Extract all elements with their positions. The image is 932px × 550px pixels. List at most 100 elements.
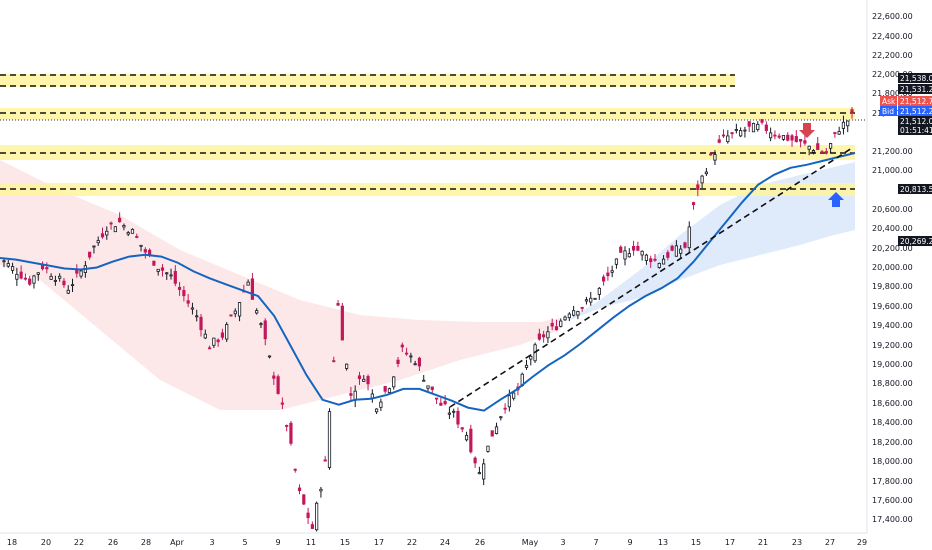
candle-body	[709, 153, 713, 156]
time-tick-label: 20	[41, 538, 51, 547]
time-tick-label: Apr	[170, 538, 185, 547]
candle-body	[760, 119, 764, 123]
candle-body	[250, 278, 255, 300]
last-price-tag-box	[898, 116, 932, 126]
candle-body	[327, 411, 332, 469]
ask-tag-box	[898, 96, 932, 106]
time-tick-label: 22	[74, 538, 84, 547]
candle-body	[683, 242, 687, 248]
time-tick-label: 9	[275, 538, 280, 547]
candle-body	[726, 135, 730, 143]
candle-body	[383, 386, 387, 392]
candle-body	[199, 316, 203, 331]
candle-body	[88, 251, 92, 258]
signal-arrows	[799, 123, 844, 207]
time-tick-label: 24	[440, 538, 450, 547]
candle-body	[122, 225, 126, 228]
zone-band	[0, 74, 735, 87]
candle-body	[45, 267, 49, 270]
price-tick-label: 18,400.00	[872, 418, 913, 427]
candle-body	[310, 524, 314, 529]
down-arrow-icon	[799, 123, 815, 138]
candle-body	[152, 260, 156, 266]
candle-body	[10, 266, 15, 271]
candle-body	[396, 359, 400, 364]
target-2-tag-box	[898, 236, 932, 246]
candle-body	[276, 376, 280, 394]
candle-body	[207, 347, 212, 350]
candle-body	[413, 363, 417, 366]
time-tick-label: 7	[593, 538, 598, 547]
candle-body	[653, 258, 657, 261]
candle-body	[293, 468, 297, 471]
candle-body	[336, 303, 340, 306]
candle-body	[113, 226, 117, 233]
candle-body	[409, 355, 413, 358]
candle-body	[743, 129, 747, 132]
candle-body	[576, 311, 580, 316]
candle-body	[550, 322, 554, 327]
candle-body	[619, 246, 623, 253]
support-resistance-zones	[0, 74, 867, 196]
price-tick-label: 18,000.00	[872, 457, 913, 466]
candle-body	[563, 316, 567, 321]
price-tick-label: 21,800.00	[872, 89, 913, 98]
candle-body	[670, 245, 674, 251]
bearish-cloud	[0, 160, 560, 410]
candle-body	[417, 357, 422, 367]
candle-body	[623, 250, 627, 260]
time-tick-label: 17	[725, 538, 735, 547]
price-tick-label: 17,600.00	[872, 496, 913, 505]
candle-body	[721, 134, 726, 137]
candle-body	[777, 135, 781, 138]
candle-body	[126, 232, 130, 235]
candle-body	[139, 244, 143, 247]
candle-body	[717, 139, 721, 143]
candle-body	[490, 430, 494, 437]
time-tick-label: 18	[7, 538, 17, 547]
candle-body	[203, 333, 207, 339]
candle-body	[195, 315, 199, 318]
candle-body	[340, 305, 344, 341]
candle-body	[524, 364, 529, 368]
candle-body	[593, 297, 597, 300]
candle-body	[289, 422, 293, 444]
candle-body	[447, 412, 452, 415]
price-tick-label: 21,000.00	[872, 166, 913, 175]
price-tick-label: 22,400.00	[872, 32, 913, 41]
candle-body	[225, 324, 229, 340]
ask-tag-value: 21,512.75	[900, 97, 932, 106]
candle-body	[529, 355, 533, 360]
candle-body	[769, 132, 773, 139]
candle-body	[469, 428, 473, 453]
candle-body	[601, 276, 606, 282]
candle-body	[546, 331, 550, 339]
candle-body	[285, 425, 289, 427]
candle-body	[58, 275, 62, 279]
candle-body	[2, 260, 6, 263]
candle-body	[674, 245, 679, 257]
candle-body	[36, 272, 40, 275]
candle-body	[267, 355, 272, 358]
level-1-tag-value: 21,538.00	[900, 74, 932, 83]
candle-body	[439, 402, 443, 406]
candle-body	[160, 267, 165, 271]
candle-body	[486, 445, 490, 452]
candle-body	[841, 121, 846, 129]
level-2-tag-value: 21,531.25	[900, 85, 932, 94]
time-tick-label: 22	[407, 538, 417, 547]
candle-body	[272, 375, 276, 379]
candle-body	[833, 132, 837, 135]
candle-body	[816, 143, 820, 150]
countdown-tag-box	[898, 125, 932, 135]
time-axis[interactable]	[0, 533, 932, 550]
candle-body	[773, 134, 777, 137]
candle-body	[148, 249, 152, 256]
candle-body	[302, 494, 306, 505]
candle-body	[306, 512, 310, 519]
price-tick-label: 19,200.00	[872, 341, 913, 350]
bid-tag-label: Bid	[882, 107, 894, 116]
candle-body	[426, 385, 430, 389]
